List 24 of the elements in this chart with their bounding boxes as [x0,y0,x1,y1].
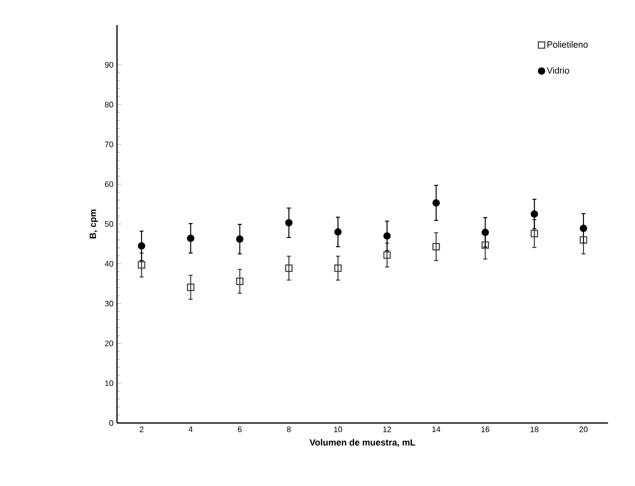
x-axis-title: Volumen de muestra, mL [310,438,416,447]
point [138,261,146,269]
point [334,264,342,272]
point [432,199,440,207]
point [383,251,391,259]
point [580,236,588,244]
legend-label: Vidrio [546,67,570,74]
y-axis-title: B, cpm [90,210,98,238]
point [186,234,194,242]
legend-label: Polietileno [547,41,588,48]
point [285,219,293,226]
point [186,284,194,291]
point [530,210,538,218]
point [138,242,146,250]
point [383,232,391,240]
point [236,235,244,243]
point [580,224,588,232]
point [236,278,244,285]
point [334,228,342,236]
point [285,264,293,272]
point [432,242,440,250]
point [530,230,538,238]
point [482,228,489,236]
point [482,241,489,249]
